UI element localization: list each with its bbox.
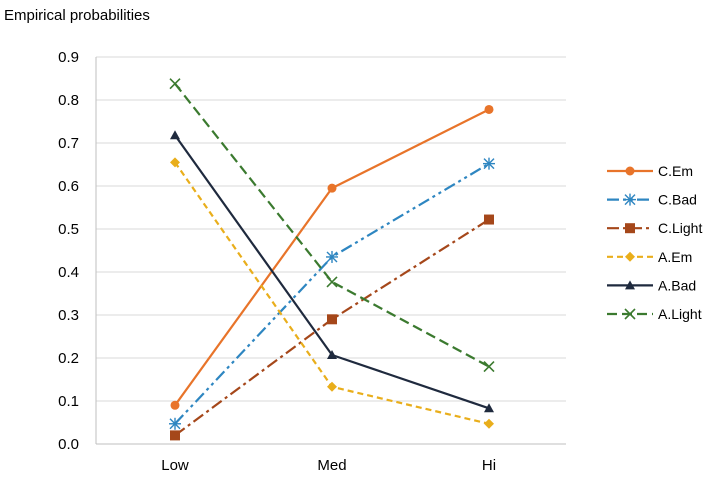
marker	[326, 276, 338, 288]
legend-label: A.Light	[658, 306, 702, 322]
marker	[170, 400, 180, 410]
x-tick-label: Low	[161, 457, 189, 474]
legend-item: C.Light	[607, 220, 702, 236]
series-c-bad	[169, 157, 495, 430]
y-tick-label: 0.6	[58, 178, 79, 195]
legend-item: A.Em	[607, 249, 692, 265]
x-tick-label: Hi	[482, 457, 496, 474]
y-tick-label: 0.2	[58, 350, 79, 367]
x-tick-label: Med	[317, 457, 346, 474]
y-axis-title: Empirical probabilities	[4, 7, 150, 24]
marker-stroke	[326, 276, 338, 288]
series-line	[174, 82, 490, 368]
series-line	[174, 162, 490, 425]
marker	[624, 193, 636, 206]
marker-stroke	[624, 308, 636, 320]
marker-stroke	[169, 78, 181, 90]
marker	[169, 417, 181, 430]
y-tick-label: 0.5	[58, 221, 79, 238]
marker-stroke	[483, 361, 495, 373]
x-axis-ticks: Low Med Hi	[161, 457, 496, 474]
marker	[327, 314, 337, 325]
legend-label: C.Bad	[658, 192, 697, 208]
series-a-bad	[170, 130, 494, 413]
legend-label: C.Em	[658, 163, 693, 179]
marker	[170, 130, 180, 140]
marker	[484, 104, 494, 114]
y-tick-label: 0.4	[58, 264, 79, 281]
series-c-em	[170, 104, 494, 410]
legend-item: A.Light	[607, 306, 702, 322]
y-tick-label: 0.8	[58, 92, 79, 109]
marker	[483, 157, 495, 170]
y-tick-label: 0.9	[58, 49, 79, 66]
marker	[484, 214, 494, 225]
legend-item: C.Bad	[607, 192, 697, 208]
legend-item: C.Em	[607, 163, 693, 179]
series-c-light	[170, 214, 494, 441]
marker	[327, 183, 337, 193]
marker	[326, 250, 338, 263]
marker	[170, 430, 180, 441]
marker	[625, 223, 635, 234]
y-axis-ticks: 0.0 0.1 0.2 0.3 0.4 0.5 0.6 0.7 0.8 0.9	[58, 49, 79, 453]
marker	[483, 361, 495, 373]
marker	[484, 418, 494, 429]
y-tick-label: 0.3	[58, 307, 79, 324]
legend-label: A.Bad	[658, 277, 696, 293]
marker	[170, 157, 180, 168]
legend: C.Em C.Bad C.Light A.Em A.Bad A.Light	[607, 163, 702, 322]
y-tick-label: 0.7	[58, 135, 79, 152]
marker	[327, 349, 337, 359]
marker	[625, 280, 635, 290]
marker	[484, 403, 494, 413]
legend-item: A.Bad	[607, 277, 696, 293]
marker	[169, 78, 181, 90]
marker	[625, 251, 635, 262]
y-tick-label: 0.1	[58, 393, 79, 410]
marker	[625, 166, 635, 176]
marker	[327, 381, 337, 392]
y-tick-label: 0.0	[58, 436, 79, 453]
marker	[624, 308, 636, 320]
legend-label: A.Em	[658, 249, 692, 265]
legend-label: C.Light	[658, 220, 702, 236]
plot-area	[169, 78, 495, 441]
series-a-light	[169, 78, 495, 373]
series-a-em	[170, 157, 494, 429]
